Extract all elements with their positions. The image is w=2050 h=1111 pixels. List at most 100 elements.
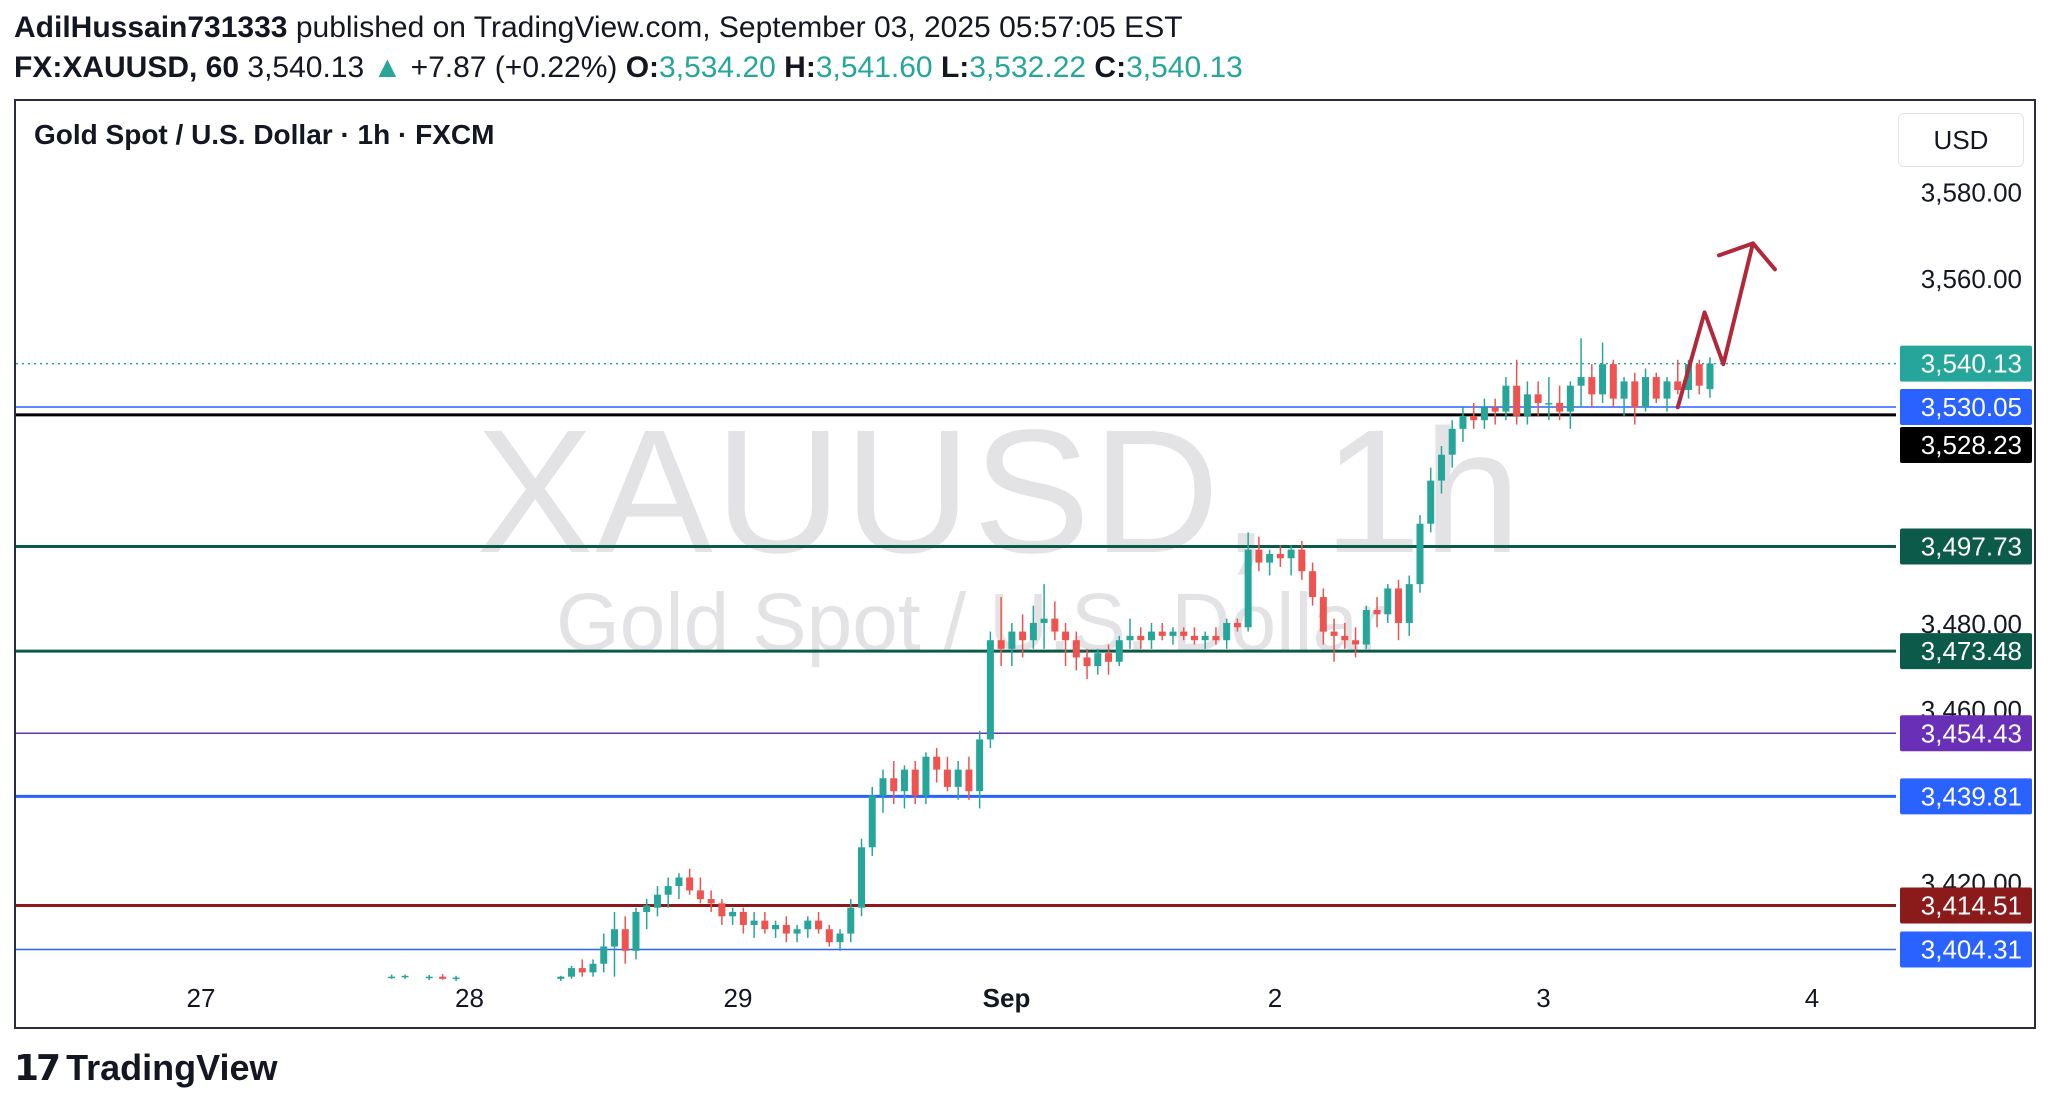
price-scale-label [1900,887,2032,924]
candle-body [836,933,844,943]
candle-body [401,975,409,978]
candle-body [610,929,618,947]
x-tick-label: 28 [455,983,484,1013]
high-value: 3,541.60 [815,51,933,84]
candle-body [425,976,433,979]
candle-body [1255,549,1263,563]
price-scale-label-text: 3,439.81 [1921,781,2022,811]
candle-body [965,769,973,792]
candle-body [1513,385,1521,416]
low-label: L: [940,51,970,84]
candle-body [922,756,930,796]
candle-body [825,929,833,943]
candle-body [1695,364,1703,386]
price-change: +7.87 (+0.22%) [410,51,618,84]
candle-body [782,924,790,934]
open-value: 3,534.20 [659,51,776,84]
candle-body [1480,407,1488,421]
candle-body [1233,622,1241,628]
candle-body [1158,631,1166,636]
candle-body [568,968,576,977]
candle-body [739,911,747,925]
symbol-ohlc-line: FX:XAUUSD, 60 3,540.13 ▲ +7.87 (+0.22%) … [14,48,1243,88]
candle-body [1223,622,1231,641]
candle-body [1266,553,1274,563]
candle-body [1631,381,1639,408]
candle-body [986,640,994,740]
candle-body [557,976,565,979]
candle-body [589,963,597,973]
candle-body [1373,610,1381,615]
price-scale-label-text: 3,497.73 [1921,531,2022,561]
price-chart[interactable]: 3,580.003,560.003,480.003,460.003,420.00… [16,101,2034,1027]
candle-body [868,795,876,848]
candle-body [1437,454,1445,481]
candle-body [621,929,629,951]
candle-body [1395,588,1403,623]
x-tick-label: 3 [1536,983,1550,1013]
candle-body [653,894,661,908]
x-tick-label: 4 [1805,983,1819,1013]
candle-body [1502,385,1510,412]
chart-panel[interactable]: XAUUSD, 1h Gold Spot / U.S. Dollar 3,580… [14,99,2036,1029]
candle-body [1706,363,1714,390]
candle-body [1169,631,1177,636]
price-scale-label [1900,345,2032,382]
candle-body [1040,618,1048,623]
candle-body [1448,428,1456,455]
watermark-symbol: XAUUSD, 1h [476,394,1524,590]
candle-body [793,929,801,934]
price-scale-label-text: 3,540.13 [1921,349,2022,379]
candle-body [1072,640,1080,658]
candle-body [900,769,908,792]
candle-body [1287,549,1295,559]
candle-body [1105,653,1113,662]
y-tick-label: 3,560.00 [1921,264,2022,294]
candle-body [452,977,460,980]
candle-body [643,905,651,912]
candle-body [664,886,672,895]
price-scale-label [1900,633,2032,670]
candle-body [1577,377,1585,386]
candle-body [1201,635,1209,641]
candle-body [1330,631,1338,636]
published-text: published on TradingView.com, September … [295,11,1183,44]
y-tick-label: 3,580.00 [1921,178,2022,208]
author-name[interactable]: AdilHussain731333 [14,11,288,44]
candle-body [1470,415,1478,421]
candle-body [1663,381,1671,399]
x-tick-label: 27 [187,983,216,1013]
price-scale-label-text: 3,473.48 [1921,636,2022,666]
currency-button[interactable]: USD [1898,113,2024,167]
tradingview-footer[interactable]: 17 TradingView [14,1046,278,1090]
candle-body [879,778,887,796]
candle-body [1599,364,1607,395]
publication-line: AdilHussain731333 published on TradingVi… [14,8,1183,48]
close-value: 3,540.13 [1126,51,1243,84]
candle-body [1384,588,1392,615]
candle-body [1029,622,1037,641]
candle-body [1523,394,1531,416]
candle-body [1352,640,1360,645]
tradingview-wordmark: TradingView [66,1047,278,1088]
candle-body [1684,364,1692,391]
candle-body [1062,631,1070,641]
candle-body [954,769,962,787]
candle-body [1190,635,1198,641]
open-label: O: [625,51,660,84]
x-tick-label: 2 [1268,983,1282,1013]
candle-body [1051,618,1059,632]
candle-body [1137,635,1145,641]
candle-body [1276,553,1284,559]
price-scale-label [1900,778,2032,815]
candle-body [675,877,683,887]
high-label: H: [784,51,816,84]
candle-body [1416,523,1424,585]
candle-body [1545,402,1553,405]
candle-body [686,877,694,891]
chart-legend-title: Gold Spot / U.S. Dollar · 1h · FXCM [34,119,495,150]
candle-body [911,769,919,796]
candle-body [600,946,608,964]
x-tick-label: 29 [724,983,753,1013]
candle-body [1309,571,1317,598]
